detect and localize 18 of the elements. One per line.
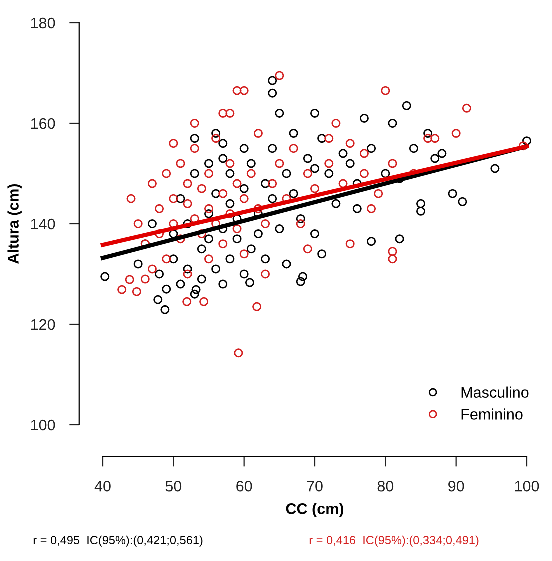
y-tick-label: 160 — [31, 118, 56, 130]
x-tick-label: 90 — [448, 480, 464, 492]
y-tick-label: 180 — [31, 18, 56, 29]
y-axis-title: Altura (cm) — [8, 184, 22, 264]
x-tick-label: 70 — [307, 480, 323, 492]
x-tick-label: 50 — [166, 480, 182, 492]
y-tick-label: 140 — [31, 218, 56, 230]
y-tick-label: 120 — [31, 319, 56, 330]
y-tick-label: 100 — [31, 420, 56, 431]
text: r = 0,416 IC(95%):(0,334;0,491) — [310, 536, 479, 547]
x-axis-title: CC (cm) — [286, 503, 344, 518]
x-tick-label: 100 — [515, 480, 540, 492]
x-tick-label: 80 — [378, 480, 394, 492]
x-tick-label: 60 — [236, 480, 252, 492]
legend-label: Masculino — [462, 386, 529, 398]
legend-label: Feminino — [462, 408, 523, 420]
text: r = 0,495 IC(95%):(0,421;0,561) — [34, 536, 203, 547]
x-tick-label: 40 — [94, 480, 111, 492]
